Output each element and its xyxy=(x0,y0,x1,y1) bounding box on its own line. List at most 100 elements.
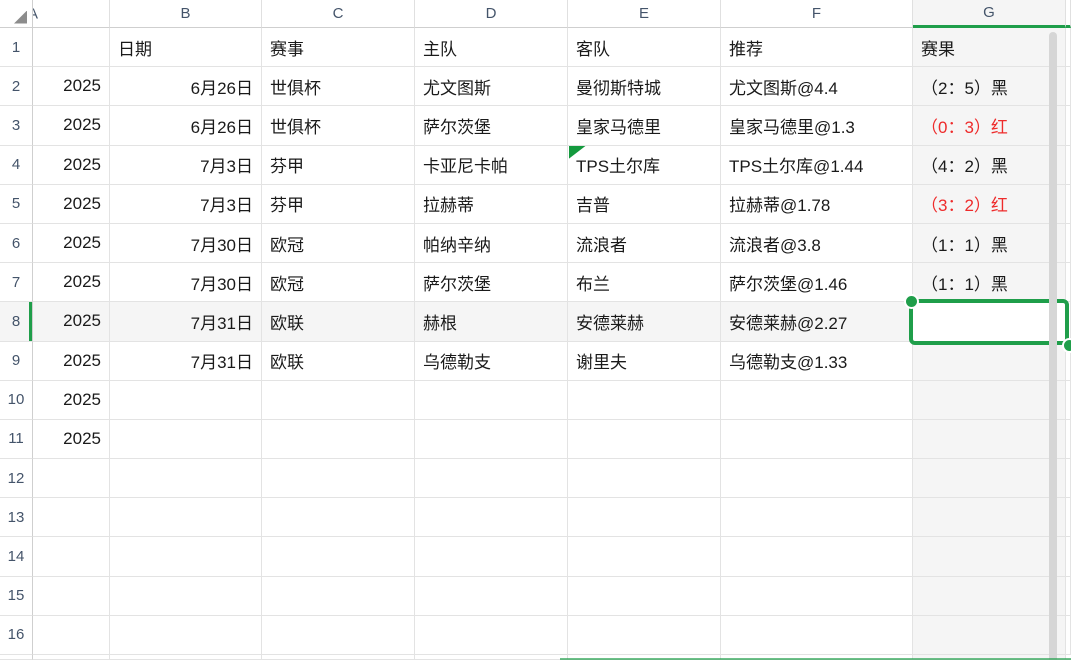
cell-G14[interactable] xyxy=(913,537,1066,577)
cell-A8[interactable]: 2025 xyxy=(33,302,110,342)
row-header-6[interactable]: 6 xyxy=(0,223,33,264)
cell-A2[interactable]: 2025 xyxy=(33,67,110,107)
column-header-A[interactable]: A xyxy=(33,0,110,28)
cell-D9[interactable]: 乌德勒支 xyxy=(415,341,568,381)
cell-D15[interactable] xyxy=(415,576,568,616)
cell-D10[interactable] xyxy=(415,380,568,420)
cell-sliver[interactable] xyxy=(1066,537,1071,577)
cell-sliver[interactable] xyxy=(1066,263,1071,303)
cell-D7[interactable]: 萨尔茨堡 xyxy=(415,263,568,303)
row-header-4[interactable]: 4 xyxy=(0,145,33,185)
cell-sliver[interactable] xyxy=(1066,67,1071,107)
cell-F10[interactable] xyxy=(721,380,913,420)
cell-E10[interactable] xyxy=(568,380,721,420)
cell-E9[interactable]: 谢里夫 xyxy=(568,341,721,381)
cell-G11[interactable] xyxy=(913,419,1066,460)
cell-B1[interactable]: 日期 xyxy=(110,28,262,68)
cell-E1[interactable]: 客队 xyxy=(568,28,721,68)
cell-D6[interactable]: 帕纳辛纳 xyxy=(415,223,568,264)
cell-F9[interactable]: 乌德勒支@1.33 xyxy=(721,341,913,381)
cell-D12[interactable] xyxy=(415,459,568,499)
cell-D5[interactable]: 拉赫蒂 xyxy=(415,184,568,224)
cell-B9[interactable]: 7月31日 xyxy=(110,341,262,381)
cell-sliver[interactable] xyxy=(1066,145,1071,185)
cell-E13[interactable] xyxy=(568,498,721,538)
cell-E5[interactable]: 吉普 xyxy=(568,184,721,224)
cell-G1[interactable]: 赛果 xyxy=(913,28,1066,68)
active-cell-selection[interactable] xyxy=(909,299,1069,345)
cell-A5[interactable]: 2025 xyxy=(33,184,110,224)
column-header-E[interactable]: E xyxy=(568,0,721,28)
cell-A9[interactable]: 2025 xyxy=(33,341,110,381)
cell-G13[interactable] xyxy=(913,498,1066,538)
cell-B12[interactable] xyxy=(110,459,262,499)
cell-D16[interactable] xyxy=(415,615,568,655)
cell-D1[interactable]: 主队 xyxy=(415,28,568,68)
cell-D8[interactable]: 赫根 xyxy=(415,302,568,342)
column-header-B[interactable]: B xyxy=(110,0,262,28)
cell-sliver[interactable] xyxy=(1066,184,1071,224)
cell-D13[interactable] xyxy=(415,498,568,538)
cell-A11[interactable]: 2025 xyxy=(33,419,110,460)
row-header-15[interactable]: 15 xyxy=(0,576,33,616)
cell-sliver[interactable] xyxy=(1066,498,1071,538)
cell-B14[interactable] xyxy=(110,537,262,577)
row-header-11[interactable]: 11 xyxy=(0,419,33,460)
cell-B11[interactable] xyxy=(110,419,262,460)
cell-C2[interactable]: 世俱杯 xyxy=(262,67,415,107)
cell-G9[interactable] xyxy=(913,341,1066,381)
cell-A10[interactable]: 2025 xyxy=(33,380,110,420)
cell-A4[interactable]: 2025 xyxy=(33,145,110,185)
cell-A16[interactable] xyxy=(33,615,110,655)
cell-G12[interactable] xyxy=(913,459,1066,499)
row-header-10[interactable]: 10 xyxy=(0,380,33,420)
cell-F15[interactable] xyxy=(721,576,913,616)
cell-F8[interactable]: 安德莱赫@2.27 xyxy=(721,302,913,342)
cell-E16[interactable] xyxy=(568,615,721,655)
cell-F2[interactable]: 尤文图斯@4.4 xyxy=(721,67,913,107)
cell-G15[interactable] xyxy=(913,576,1066,616)
cell-A12[interactable] xyxy=(33,459,110,499)
row-header-13[interactable]: 13 xyxy=(0,498,33,538)
cell-D3[interactable]: 萨尔茨堡 xyxy=(415,106,568,146)
cell-A6[interactable]: 2025 xyxy=(33,223,110,264)
cell-D14[interactable] xyxy=(415,537,568,577)
row-header-3[interactable]: 3 xyxy=(0,106,33,146)
cell-sliver[interactable] xyxy=(1066,459,1071,499)
cell-C4[interactable]: 芬甲 xyxy=(262,145,415,185)
cell-B5[interactable]: 7月3日 xyxy=(110,184,262,224)
cell-B3[interactable]: 6月26日 xyxy=(110,106,262,146)
cell-sliver[interactable] xyxy=(1066,380,1071,420)
cell-G4[interactable]: （4：2）黑 xyxy=(913,145,1066,185)
cell-E7[interactable]: 布兰 xyxy=(568,263,721,303)
cell-G16[interactable] xyxy=(913,615,1066,655)
cell-C1[interactable]: 赛事 xyxy=(262,28,415,68)
cell-E11[interactable] xyxy=(568,419,721,460)
cell-A14[interactable] xyxy=(33,537,110,577)
cell-F16[interactable] xyxy=(721,615,913,655)
cell-sliver[interactable] xyxy=(1066,419,1071,460)
row-header-2[interactable]: 2 xyxy=(0,67,33,107)
column-header-C[interactable]: C xyxy=(262,0,415,28)
cell-C16[interactable] xyxy=(262,615,415,655)
cell-B10[interactable] xyxy=(110,380,262,420)
cell-B7[interactable]: 7月30日 xyxy=(110,263,262,303)
column-header-D[interactable]: D xyxy=(415,0,568,28)
cell-B16[interactable] xyxy=(110,615,262,655)
cell-C5[interactable]: 芬甲 xyxy=(262,184,415,224)
cell-B8[interactable]: 7月31日 xyxy=(110,302,262,342)
cell-C10[interactable] xyxy=(262,380,415,420)
vertical-scrollbar-thumb[interactable] xyxy=(1049,32,1057,660)
cell-A7[interactable]: 2025 xyxy=(33,263,110,303)
cell-B4[interactable]: 7月3日 xyxy=(110,145,262,185)
cell-sliver[interactable] xyxy=(1066,576,1071,616)
cell-E3[interactable]: 皇家马德里 xyxy=(568,106,721,146)
cell-F4[interactable]: TPS土尔库@1.44 xyxy=(721,145,913,185)
cell-C11[interactable] xyxy=(262,419,415,460)
selection-handle-bottom-right[interactable] xyxy=(1061,337,1071,353)
cell-F7[interactable]: 萨尔茨堡@1.46 xyxy=(721,263,913,303)
cell-E8[interactable]: 安德莱赫 xyxy=(568,302,721,342)
row-header-7[interactable]: 7 xyxy=(0,263,33,303)
cell-B13[interactable] xyxy=(110,498,262,538)
cell-A1[interactable] xyxy=(33,28,110,68)
